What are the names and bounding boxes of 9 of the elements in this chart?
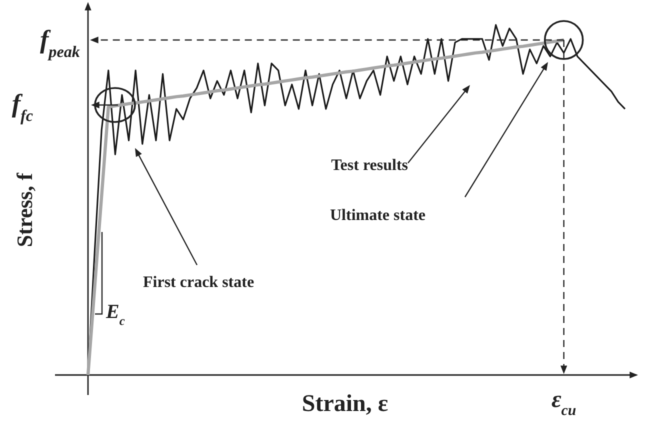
text: ε$_{cu}$	[551, 387, 576, 419]
annotation: Test results	[331, 157, 408, 174]
ref-line-label: f$_{peak}$	[40, 25, 80, 61]
annotation: E$_{c}$	[105, 301, 126, 328]
y-axis-title: Stress, f	[12, 172, 37, 248]
x-axis-title: Strain, ε	[302, 391, 388, 417]
annotation: First crack state	[143, 274, 254, 291]
text: f$_{fc}$	[12, 89, 33, 124]
annotation: Ultimate state	[330, 207, 426, 224]
